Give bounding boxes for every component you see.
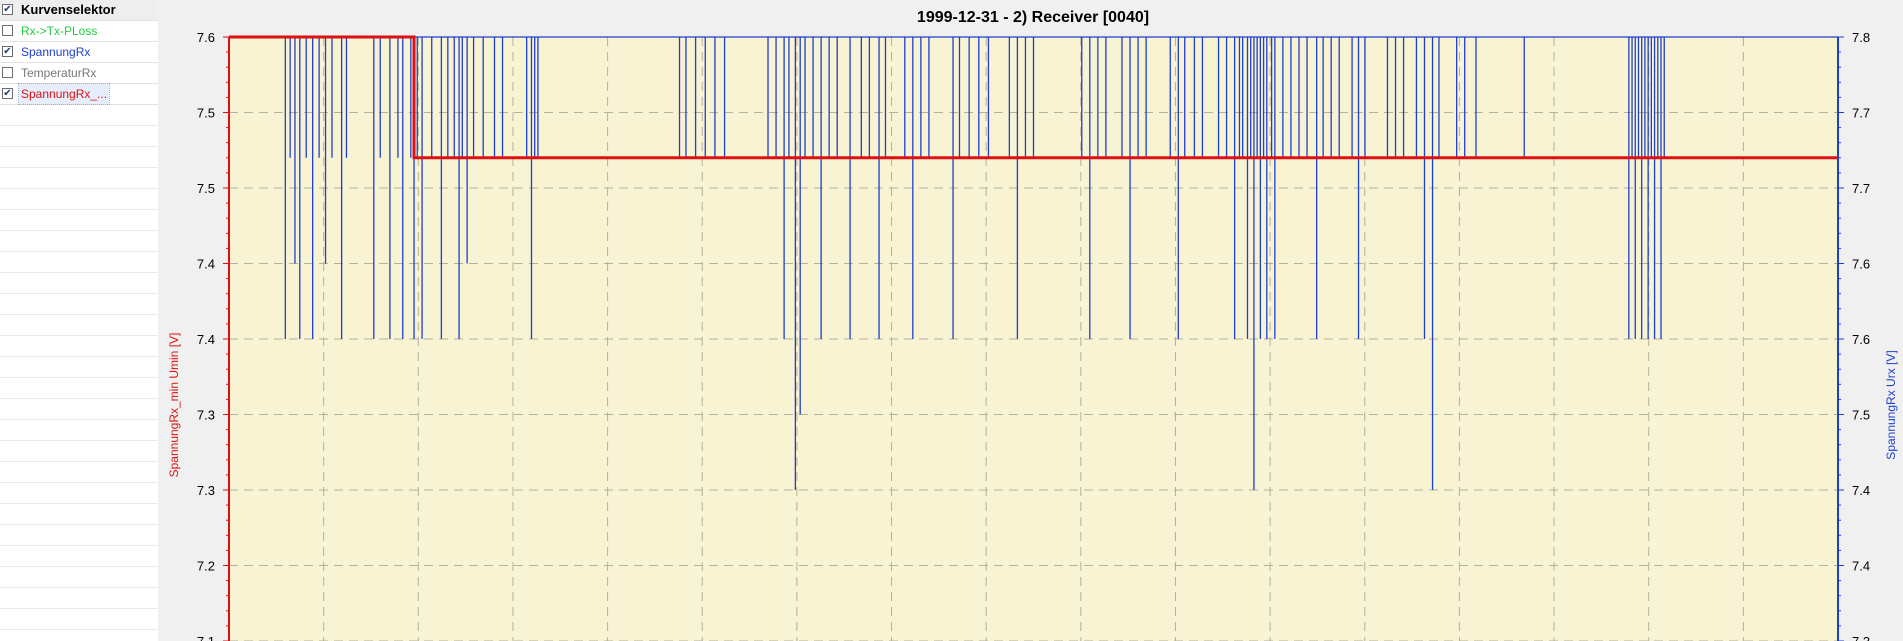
right-tick-label: 7.8 xyxy=(1852,30,1870,45)
empty-list-row xyxy=(0,483,158,504)
series-step-line xyxy=(229,35,1838,160)
curve-label: Rx->Tx-PLoss xyxy=(21,24,98,38)
left-tick-label: 7.5 xyxy=(197,181,215,196)
right-tick-label: 7.6 xyxy=(1852,257,1870,272)
left-tick-label: 7.6 xyxy=(197,30,215,45)
left-axis-title: SpannungRx_min Umin [V] xyxy=(167,333,181,478)
empty-list-row xyxy=(0,105,158,126)
chart-area: 1999-12-31 - 2) Receiver [0040] 7.6 7.5 7.… xyxy=(158,0,1903,641)
right-tick-label: 7.7 xyxy=(1852,181,1870,196)
empty-list-row xyxy=(0,441,158,462)
right-tick-label: 7.7 xyxy=(1852,106,1870,121)
empty-list-row xyxy=(0,189,158,210)
empty-list-row xyxy=(0,126,158,147)
empty-list-row xyxy=(0,315,158,336)
right-tick-label: 7.6 xyxy=(1852,332,1870,347)
curve-item-temperatur-rx[interactable]: TemperaturRx xyxy=(0,63,158,84)
empty-list-row xyxy=(0,567,158,588)
right-tick-label: 7.4 xyxy=(1852,559,1870,574)
empty-list-row xyxy=(0,378,158,399)
empty-list-row xyxy=(0,546,158,567)
left-tick-label: 7.1 xyxy=(197,634,215,641)
empty-list-row xyxy=(0,210,158,231)
empty-list-row xyxy=(0,420,158,441)
curve-selector-title: Kurvenselektor xyxy=(21,2,116,17)
right-axis-ticks: 7.8 7.7 7.7 7.6 7.6 7.5 7.4 7.4 7.3 xyxy=(1838,30,1870,641)
empty-list-row xyxy=(0,336,158,357)
left-tick-label: 7.2 xyxy=(197,559,215,574)
curve-selector-panel: ✔ Kurvenselektor Rx->Tx-PLoss ✔ Spannung… xyxy=(0,0,159,641)
curve-checkbox[interactable] xyxy=(2,25,13,36)
right-tick-label: 7.4 xyxy=(1852,483,1870,498)
series-spannung-rx xyxy=(229,36,1838,490)
curve-checkbox[interactable]: ✔ xyxy=(2,88,13,99)
curve-label: SpannungRx_... xyxy=(17,83,111,105)
curve-selector-header[interactable]: ✔ Kurvenselektor xyxy=(0,0,158,21)
left-tick-label: 7.4 xyxy=(197,332,215,347)
curve-label: SpannungRx xyxy=(21,45,91,59)
empty-list-row xyxy=(0,147,158,168)
curve-item-spannung-rx[interactable]: ✔ SpannungRx xyxy=(0,42,158,63)
curve-item-spannung-rx-min[interactable]: ✔ SpannungRx_... xyxy=(0,83,158,105)
right-tick-label: 7.5 xyxy=(1852,408,1870,423)
empty-list-row xyxy=(0,357,158,378)
curve-list-empty-area xyxy=(0,105,158,630)
empty-list-row xyxy=(0,504,158,525)
empty-list-row xyxy=(0,231,158,252)
curve-label: TemperaturRx xyxy=(21,66,97,80)
chart-title: 1999-12-31 - 2) Receiver [0040] xyxy=(917,9,1149,26)
chart-canvas: 1999-12-31 - 2) Receiver [0040] 7.67.57.… xyxy=(167,9,1898,641)
series-spannung-rx-min xyxy=(229,35,1838,160)
empty-list-row xyxy=(0,399,158,420)
right-axis-title: SpannungRx Urx [V] xyxy=(1884,350,1898,459)
left-tick-label: 7.5 xyxy=(197,106,215,121)
empty-list-row xyxy=(0,168,158,189)
empty-list-row xyxy=(0,525,158,546)
left-tick-label: 7.3 xyxy=(197,408,215,423)
left-tick-label: 7.4 xyxy=(197,257,215,272)
empty-list-row xyxy=(0,588,158,609)
curve-checkbox[interactable] xyxy=(2,67,13,78)
empty-list-row xyxy=(0,609,158,630)
empty-list-row xyxy=(0,252,158,273)
empty-list-row xyxy=(0,294,158,315)
curve-selector-checkbox[interactable]: ✔ xyxy=(2,4,13,15)
curve-checkbox[interactable]: ✔ xyxy=(2,46,13,57)
left-axis-ticks: 7.6 7.5 7.5 7.4 7.4 7.3 7.3 7.2 7.1 xyxy=(197,30,229,641)
right-tick-label: 7.3 xyxy=(1852,634,1870,641)
empty-list-row xyxy=(0,462,158,483)
curve-item-rx-tx-ploss[interactable]: Rx->Tx-PLoss xyxy=(0,21,158,42)
empty-list-row xyxy=(0,273,158,294)
left-tick-label: 7.3 xyxy=(197,483,215,498)
